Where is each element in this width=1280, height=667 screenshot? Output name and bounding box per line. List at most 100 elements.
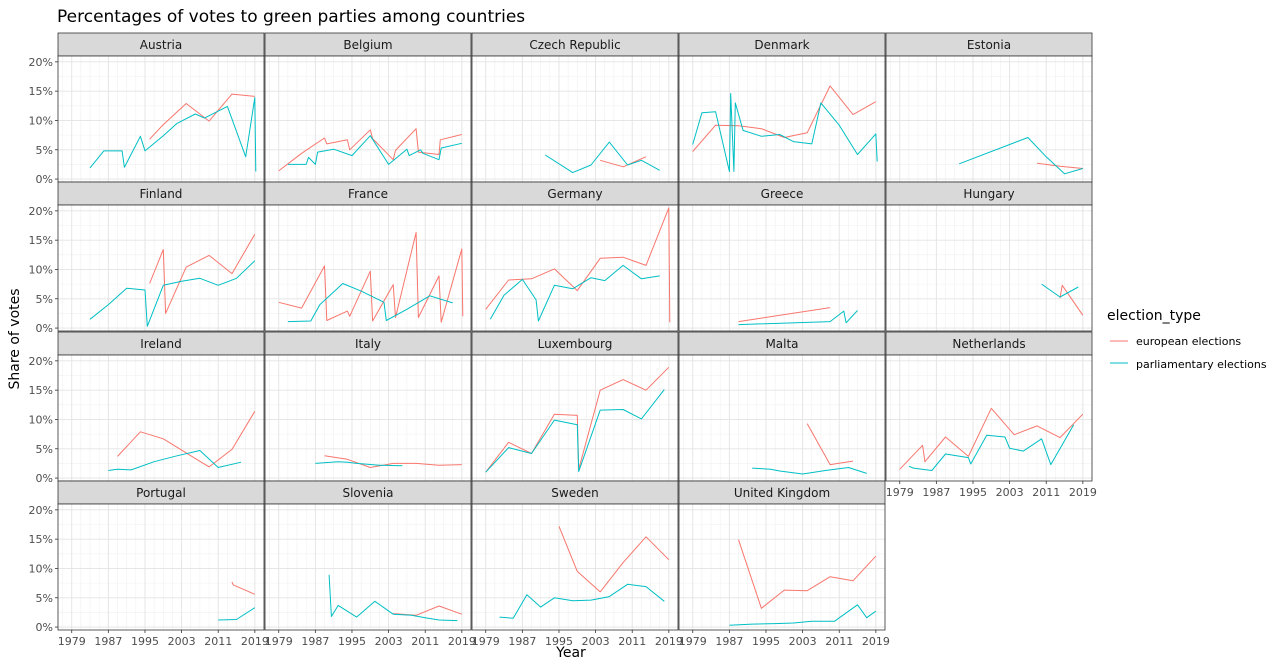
x-tick-label: 1979: [886, 486, 914, 499]
panel-background: [58, 355, 264, 481]
x-tick-label: 1987: [922, 486, 950, 499]
x-tick-label: 1979: [679, 635, 707, 648]
facet-austria: Austria 0% 5% 10% 15% 20%: [29, 32, 265, 186]
facet-label-france: France: [348, 187, 388, 201]
facet-label-sweden: Sweden: [551, 486, 598, 500]
series-line-parliamentary-denmark: [692, 93, 878, 172]
gridlines: [265, 355, 472, 481]
series-line-european-greece: [738, 307, 831, 323]
facet-label-estonia: Estonia: [967, 38, 1011, 52]
x-tick-label: 2019: [448, 635, 476, 648]
facet-netherlands: Netherlands 1979 1987 1995 2003 2011 2019: [885, 331, 1097, 499]
panel-background: [679, 504, 885, 630]
panel-background: [58, 56, 264, 182]
panel-border: [678, 204, 886, 332]
series-line-european-italy: [324, 455, 462, 468]
series-line-parliamentary-portugal: [218, 607, 256, 621]
legend-label-european: european elections: [1136, 335, 1241, 348]
x-tick-label: 1995: [959, 486, 987, 499]
facet-label-finland: Finland: [140, 187, 183, 201]
facet-luxembourg: Luxembourg: [471, 331, 679, 482]
legend-title: election_type: [1107, 308, 1201, 324]
gridlines: [265, 205, 472, 331]
panel-background: [265, 504, 471, 630]
y-tick-label: 20%: [29, 205, 53, 218]
x-tick-label: 2003: [582, 635, 610, 648]
x-tick-label: 2011: [1032, 486, 1060, 499]
x-tick-label: 1979: [472, 635, 500, 648]
series-line-european-ireland: [117, 411, 256, 468]
gridlines: [886, 205, 1093, 331]
x-tick-label: 1995: [752, 635, 780, 648]
facet-france: France: [264, 181, 472, 332]
panel-background: [886, 205, 1092, 331]
series-line-european-austria: [149, 93, 255, 140]
gridlines: [265, 56, 472, 182]
gridlines: [679, 355, 886, 481]
series-line-parliamentary-greece: [738, 310, 858, 326]
series-line-european-germany: [485, 207, 671, 323]
facet-sweden: Sweden 1979 1987 1995 2003 2011 2019: [471, 480, 683, 648]
x-tick-label: 1987: [301, 635, 329, 648]
facet-belgium: Belgium: [264, 32, 472, 183]
series-line-parliamentary-netherlands: [908, 424, 1075, 471]
x-tick-label: 2003: [168, 635, 196, 648]
x-tick-label: 1987: [715, 635, 743, 648]
facet-hungary: Hungary: [885, 181, 1093, 332]
series-line-european-netherlands: [899, 407, 1084, 470]
gridlines: [58, 504, 265, 630]
panel-background: [265, 205, 471, 331]
series-line-parliamentary-ireland: [108, 450, 242, 471]
series-line-parliamentary-slovenia: [328, 574, 458, 622]
facet-finland: Finland 0% 5% 10% 15% 20%: [29, 181, 265, 335]
gridlines: [265, 504, 472, 630]
facet-denmark: Denmark: [678, 32, 886, 183]
y-tick-label: 0%: [36, 472, 53, 485]
facet-label-united-kingdom: United Kingdom: [734, 486, 830, 500]
panel-background: [472, 205, 678, 331]
gridlines: [58, 205, 265, 331]
facet-malta: Malta: [678, 331, 886, 482]
panel-border: [57, 503, 265, 631]
y-tick-label: 10%: [29, 263, 53, 276]
gridlines: [679, 504, 886, 630]
series-line-parliamentary-estonia: [959, 137, 1083, 175]
panel-background: [58, 205, 264, 331]
x-tick-label: 2011: [411, 635, 439, 648]
gridlines: [58, 56, 265, 182]
y-tick-label: 15%: [29, 384, 53, 397]
facet-italy: Italy: [264, 331, 472, 482]
facet-label-ireland: Ireland: [140, 337, 182, 351]
y-tick-label: 20%: [29, 56, 53, 69]
panel-border: [264, 204, 472, 332]
y-tick-label: 0%: [36, 621, 53, 634]
series-line-parliamentary-finland: [89, 260, 256, 327]
series-line-european-czech-republic: [600, 156, 647, 168]
facet-germany: Germany: [471, 181, 679, 332]
y-tick-label: 0%: [36, 322, 53, 335]
series-line-european-hungary: [1059, 284, 1084, 316]
panel-background: [265, 355, 471, 481]
panel-border: [57, 204, 265, 332]
panel-border: [678, 503, 886, 631]
facet-slovenia: Slovenia 1979 1987 1995 2003 2011 2019: [264, 480, 476, 648]
facet-label-slovenia: Slovenia: [342, 486, 393, 500]
facet-panels: Austria 0% 5% 10% 15% 20% Belgium Czech Republi…: [29, 32, 1097, 648]
x-tick-label: 2003: [996, 486, 1024, 499]
chart-title: Percentages of votes to green parties am…: [57, 7, 525, 27]
series-line-parliamentary-united-kingdom: [729, 604, 877, 626]
x-tick-label: 2019: [862, 635, 890, 648]
facet-label-belgium: Belgium: [343, 38, 392, 52]
facet-czech-republic: Czech Republic: [471, 32, 679, 183]
y-axis-title: Share of votes: [7, 288, 23, 389]
y-tick-label: 5%: [36, 592, 53, 605]
series-line-parliamentary-germany: [489, 264, 660, 322]
legend: election_type european elections parliam…: [1107, 308, 1267, 371]
y-tick-label: 5%: [36, 293, 53, 306]
x-tick-label: 1995: [545, 635, 573, 648]
series-line-european-estonia: [1037, 162, 1083, 169]
facet-label-hungary: Hungary: [963, 187, 1014, 201]
facet-label-greece: Greece: [761, 187, 804, 201]
panel-background: [679, 205, 885, 331]
